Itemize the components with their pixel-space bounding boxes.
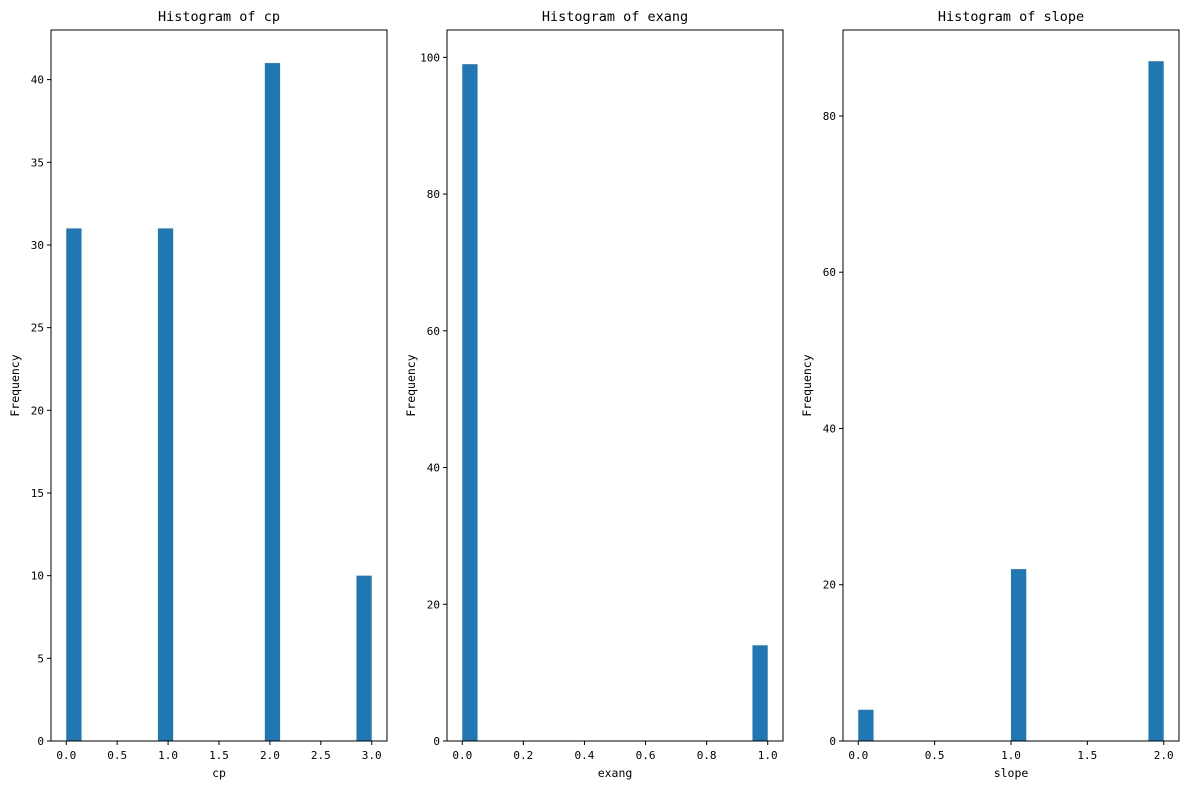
y-axis-label-1: Frequency [404,354,418,416]
y-tick-label-0-7: 35 [31,156,44,169]
y-tick-label-0-6: 30 [31,239,44,252]
y-tick-label-1-2: 40 [427,462,440,475]
plot-frame-1 [446,29,784,742]
y-tick-label-1-4: 80 [427,188,440,201]
y-tick-label-2-4: 80 [823,110,836,123]
x-tick-label-2-3: 1.5 [1077,749,1097,762]
y-tick-label-1-0: 0 [433,735,440,748]
y-tick-label-2-0: 0 [829,735,836,748]
x-tick-label-2-4: 2.0 [1154,749,1174,762]
histogram-bar-1-1 [752,645,768,741]
histogram-bar-2-1 [1011,569,1027,741]
x-tick-label-1-5: 1.0 [758,749,778,762]
histogram-bar-2-2 [1148,61,1164,741]
y-tick-label-0-0: 0 [37,735,44,748]
chart-title-2: Histogram of slope [938,9,1084,25]
histogram-bar-0-2 [264,63,281,742]
x-tick-label-0-0: 0.0 [56,749,76,762]
y-axis-label-2: Frequency [800,354,814,416]
histogram-bar-2-0 [858,709,874,741]
x-axis-label-2: slope [994,766,1029,780]
x-tick-label-0-3: 1.5 [209,749,229,762]
x-tick-label-0-1: 0.5 [107,749,127,762]
histogram-bar-0-3 [356,575,372,741]
x-tick-label-2-2: 1.0 [1001,749,1021,762]
x-tick-label-0-2: 1.0 [158,749,178,762]
y-tick-label-1-5: 100 [420,51,440,64]
histogram-bar-0-1 [157,228,174,742]
x-tick-label-1-1: 0.2 [513,749,533,762]
x-axis-label-1: exang [598,766,633,780]
x-tick-label-1-0: 0.0 [452,749,472,762]
chart-title-1: Histogram of exang [542,9,688,25]
x-tick-label-0-4: 2.0 [260,749,280,762]
plot-frame-0 [50,29,388,742]
y-tick-label-1-1: 20 [427,598,440,611]
x-tick-label-1-3: 0.6 [636,749,656,762]
y-tick-label-0-4: 20 [31,404,44,417]
x-tick-label-2-1: 0.5 [925,749,945,762]
y-tick-label-1-3: 60 [427,325,440,338]
histogram-bar-0-0 [66,228,82,742]
x-tick-label-0-5: 2.5 [311,749,331,762]
chart-title-0: Histogram of cp [158,9,280,25]
y-axis-label-0: Frequency [8,354,22,416]
y-tick-label-0-3: 15 [31,487,44,500]
y-tick-label-0-2: 10 [31,570,44,583]
y-tick-label-2-2: 40 [823,422,836,435]
histogram-bar-1-0 [462,64,478,742]
y-tick-label-0-5: 25 [31,322,44,335]
x-tick-label-0-6: 3.0 [362,749,382,762]
x-axis-label-0: cp [212,766,226,780]
x-tick-label-1-4: 0.8 [697,749,717,762]
x-tick-label-2-0: 0.0 [848,749,868,762]
x-tick-label-1-2: 0.4 [575,749,595,762]
y-tick-label-2-1: 20 [823,579,836,592]
y-tick-label-0-1: 5 [37,652,44,665]
y-tick-label-2-3: 60 [823,266,836,279]
y-tick-label-0-8: 40 [31,74,44,87]
